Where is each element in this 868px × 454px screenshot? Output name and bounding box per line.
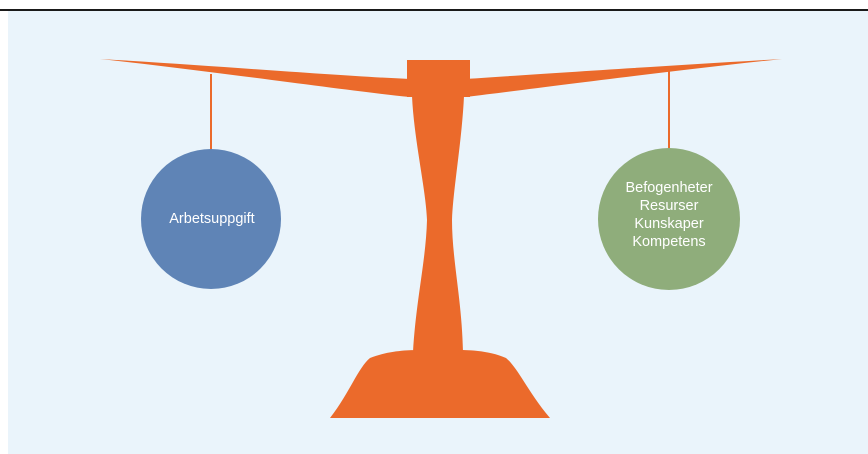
- right-label-line-3: Kunskaper: [634, 216, 704, 232]
- right-hanging-string: [668, 70, 670, 156]
- scale-base: [330, 350, 550, 418]
- right-label-line-2: Resurser: [639, 198, 699, 214]
- left-weight-label: Arbetsuppgift: [169, 211, 255, 227]
- left-weight-circle: [141, 149, 281, 289]
- right-label-line-1: Befogenheter: [625, 180, 713, 196]
- scale-top-block: [407, 60, 470, 97]
- left-hanging-string: [210, 74, 212, 154]
- scale-pillar: [412, 96, 464, 352]
- right-weight-label: Befogenheter Resurser Kunskaper Kompeten…: [598, 179, 740, 251]
- right-label-line-4: Kompetens: [632, 234, 706, 250]
- right-weight-circle: [598, 148, 740, 290]
- top-rule: [0, 9, 868, 11]
